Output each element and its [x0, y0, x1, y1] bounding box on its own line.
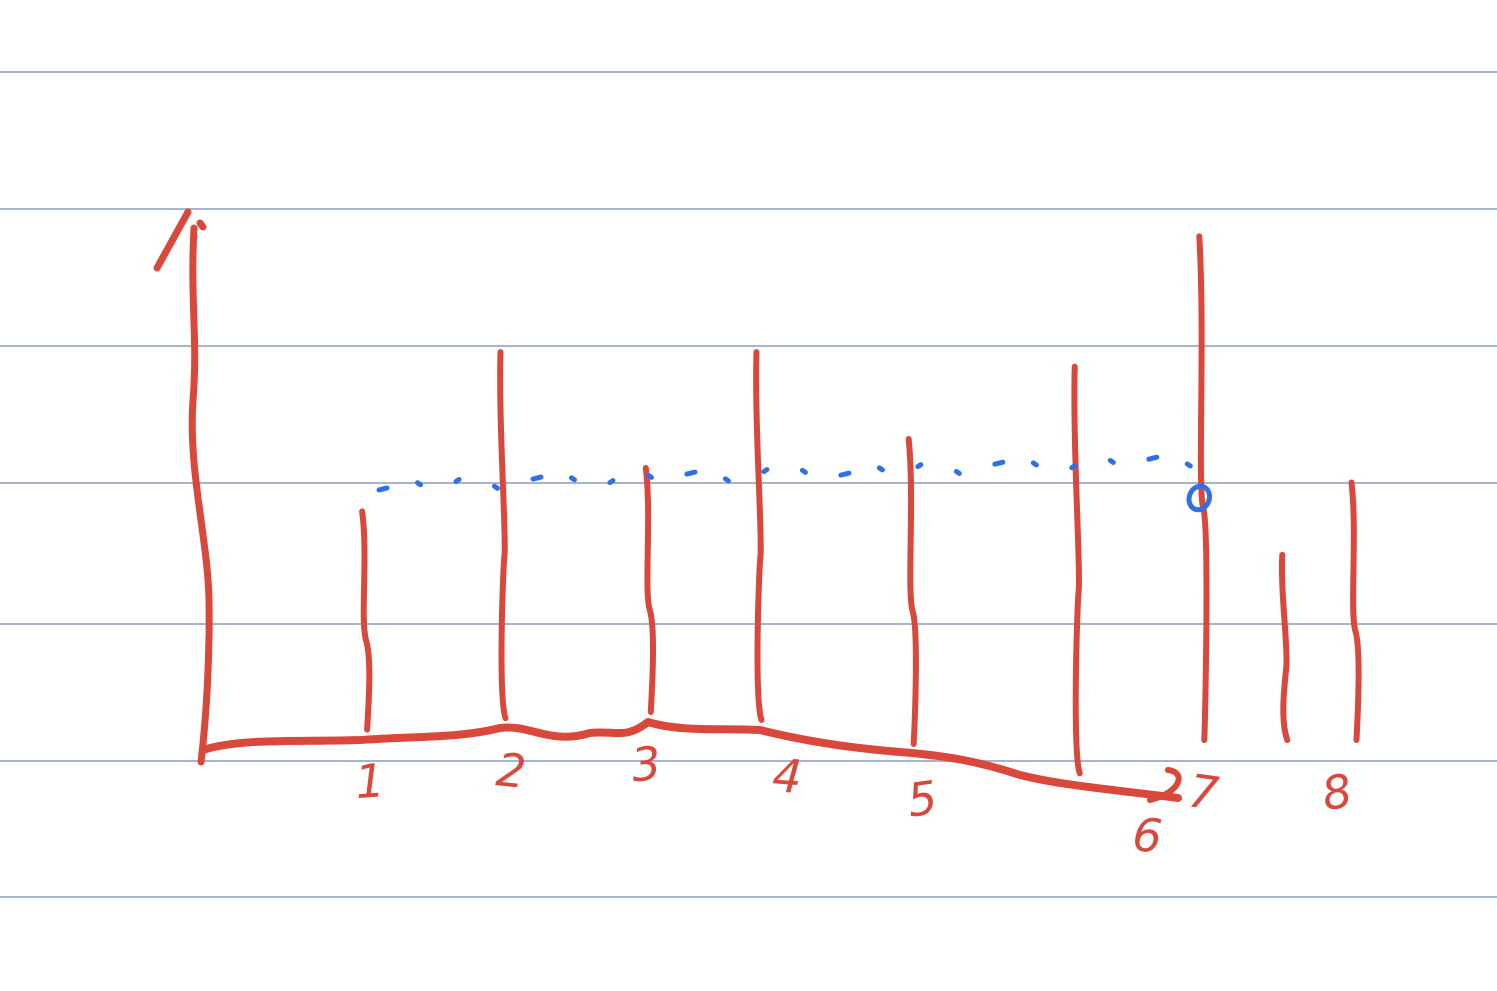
bar — [1278, 551, 1291, 743]
bar — [1071, 363, 1083, 777]
bar — [1348, 479, 1362, 743]
x-tick-label: 7 — [1185, 763, 1222, 821]
x-axis — [199, 718, 1182, 802]
x-tick-label: 6 — [1130, 807, 1164, 863]
y-axis — [188, 224, 213, 766]
reference-line — [376, 454, 1213, 513]
x-tick-label: 8 — [1318, 763, 1356, 821]
x-tick-label: 5 — [904, 770, 941, 828]
reference-line-end-marker — [1186, 483, 1213, 513]
ruled-lines — [0, 71, 1497, 898]
axes — [153, 208, 1182, 803]
x-tick-label: 1 — [353, 753, 386, 809]
x-tick-label: 3 — [629, 736, 664, 793]
reference-line-dots — [376, 454, 1193, 493]
x-tick-labels: 1 2 3 4 5 67 8 — [353, 736, 1356, 864]
bar — [359, 508, 373, 733]
x-axis-arrow — [1147, 767, 1182, 803]
bar — [497, 349, 509, 722]
y-axis-arrow — [153, 208, 207, 272]
x-tick-label: 2 — [494, 742, 529, 799]
x-tick-label: 4 — [771, 748, 804, 804]
bar — [642, 464, 656, 716]
bar — [753, 349, 765, 723]
bar — [905, 436, 919, 748]
